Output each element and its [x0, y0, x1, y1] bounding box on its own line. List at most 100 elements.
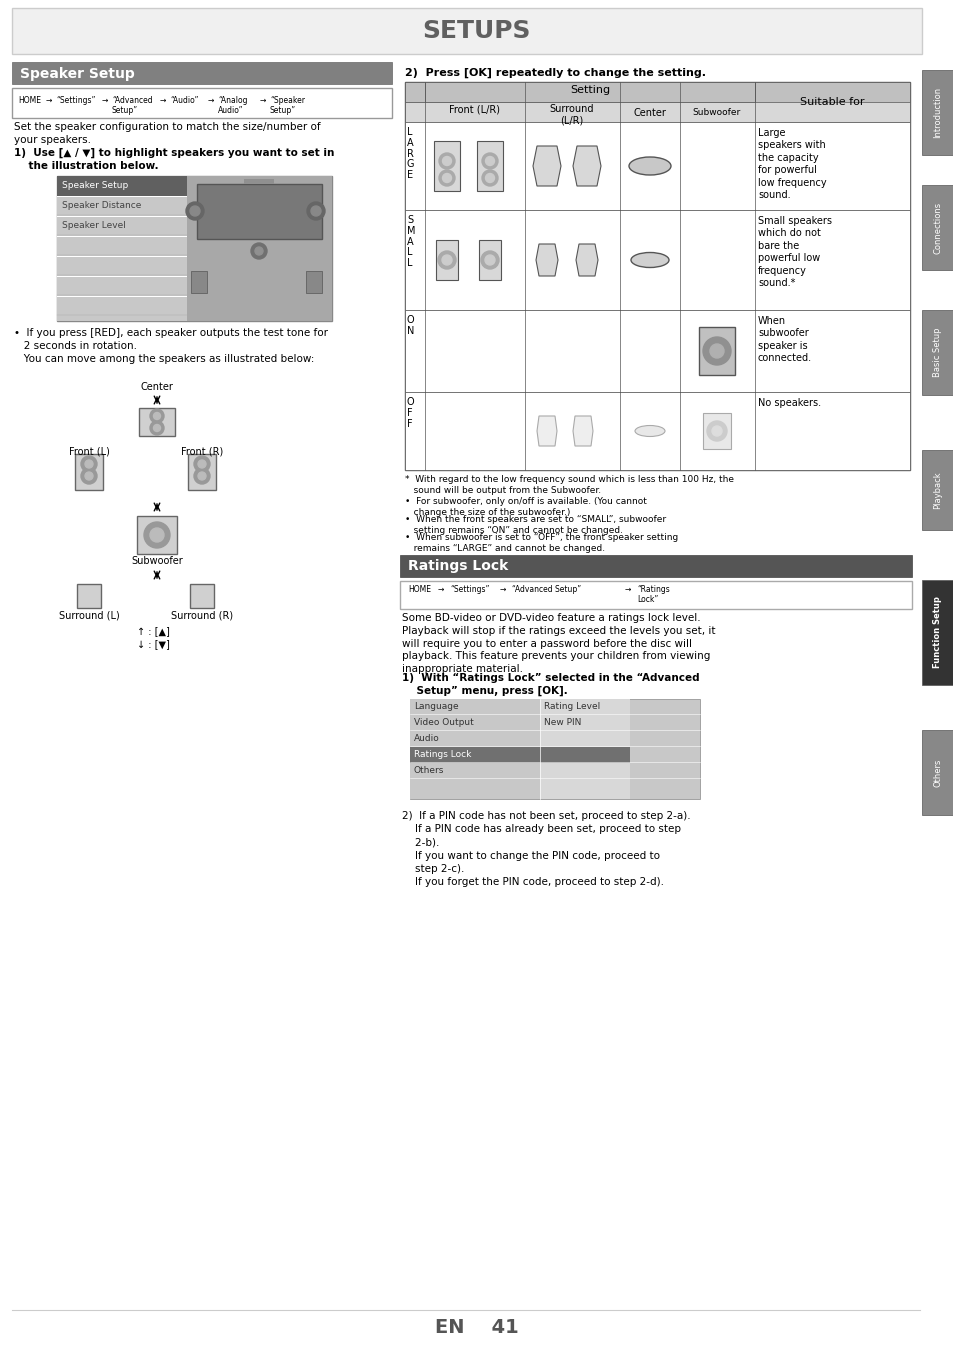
Text: Surround (R): Surround (R): [171, 611, 233, 620]
Text: Surround
(L/R): Surround (L/R): [549, 104, 594, 125]
Text: Front (L/R): Front (L/R): [449, 105, 500, 115]
Text: Subwoofer: Subwoofer: [131, 555, 183, 566]
Text: Some BD-video or DVD-video feature a ratings lock level.
Playback will stop if t: Some BD-video or DVD-video feature a rat…: [401, 613, 715, 674]
Circle shape: [150, 421, 164, 435]
Circle shape: [481, 154, 497, 168]
Text: “Analog
Audio”: “Analog Audio”: [218, 96, 247, 115]
Text: SETUPS: SETUPS: [422, 19, 531, 43]
Bar: [77, 584, 101, 608]
Text: Rating Level: Rating Level: [543, 702, 599, 710]
Text: No speakers.: No speakers.: [758, 398, 821, 408]
Bar: [405, 102, 909, 123]
Text: Speaker Setup: Speaker Setup: [20, 67, 134, 81]
Polygon shape: [576, 244, 598, 276]
Circle shape: [441, 255, 452, 266]
Bar: [410, 700, 700, 799]
Circle shape: [442, 174, 451, 182]
Circle shape: [711, 426, 721, 435]
Text: Center: Center: [140, 381, 173, 392]
Bar: [399, 555, 911, 577]
Text: O
N: O N: [407, 315, 415, 336]
Text: Set the speaker configuration to match the size/number of
your speakers.: Set the speaker configuration to match t…: [14, 123, 320, 146]
Circle shape: [437, 251, 456, 270]
Text: Subwoofer: Subwoofer: [692, 108, 740, 117]
Polygon shape: [573, 417, 593, 446]
Circle shape: [186, 202, 204, 220]
Text: Speaker Distance: Speaker Distance: [62, 201, 141, 210]
Circle shape: [438, 170, 455, 186]
Circle shape: [484, 255, 495, 266]
Bar: [921, 185, 953, 270]
Polygon shape: [533, 146, 560, 186]
Text: HOME: HOME: [18, 96, 41, 105]
Text: →: →: [499, 585, 506, 594]
Text: •  If you press [RED], each speaker outputs the test tone for
   2 seconds in ro: • If you press [RED], each speaker outpu…: [14, 328, 328, 364]
Bar: [405, 123, 909, 210]
Text: O
F
F: O F F: [407, 398, 415, 429]
Circle shape: [85, 460, 92, 468]
Bar: [405, 210, 909, 310]
Text: “Settings”: “Settings”: [450, 585, 489, 594]
Circle shape: [81, 456, 97, 472]
Circle shape: [193, 456, 210, 472]
Bar: [478, 240, 500, 280]
Polygon shape: [536, 244, 558, 276]
Text: •  For subwoofer, only on/off is available. (You cannot
   change the size of th: • For subwoofer, only on/off is availabl…: [405, 497, 646, 518]
Circle shape: [198, 460, 206, 468]
Bar: [196, 183, 322, 239]
Text: Suitable for: Suitable for: [800, 97, 863, 106]
Text: “Advanced Setup”: “Advanced Setup”: [512, 585, 580, 594]
Text: →: →: [160, 96, 166, 105]
Text: •  When the front speakers are set to “SMALL”, subwoofer
   setting remains “ON”: • When the front speakers are set to “SM…: [405, 515, 665, 535]
Text: *  With regard to the low frequency sound which is less than 100 Hz, the
   soun: * With regard to the low frequency sound…: [405, 474, 733, 496]
Polygon shape: [573, 146, 600, 186]
Ellipse shape: [635, 426, 664, 437]
Text: “Advanced
Setup”: “Advanced Setup”: [112, 96, 152, 115]
Bar: [244, 179, 274, 183]
Text: Language: Language: [414, 702, 458, 710]
Text: →: →: [260, 96, 266, 105]
Bar: [12, 8, 921, 54]
Text: ↑ : [▲]: ↑ : [▲]: [137, 625, 170, 636]
Text: When
subwoofer
speaker is
connected.: When subwoofer speaker is connected.: [758, 315, 811, 363]
Circle shape: [251, 243, 267, 259]
Circle shape: [485, 174, 494, 182]
Bar: [921, 580, 953, 685]
Bar: [75, 454, 103, 491]
Text: Small speakers
which do not
bare the
powerful low
frequency
sound.*: Small speakers which do not bare the pow…: [758, 216, 831, 288]
Text: →: →: [46, 96, 52, 105]
Circle shape: [438, 154, 455, 168]
Bar: [476, 142, 502, 191]
Bar: [921, 70, 953, 155]
Circle shape: [193, 468, 210, 484]
Text: Ratings Lock: Ratings Lock: [408, 559, 508, 573]
Circle shape: [81, 468, 97, 484]
Circle shape: [150, 528, 164, 542]
Ellipse shape: [630, 252, 668, 267]
Text: Playback: Playback: [933, 472, 942, 508]
Text: 1)  Use [▲ / ▼] to highlight speakers you want to set in
    the illustration be: 1) Use [▲ / ▼] to highlight speakers you…: [14, 148, 334, 171]
Bar: [405, 310, 909, 392]
Circle shape: [485, 156, 494, 166]
Circle shape: [702, 337, 730, 365]
Bar: [436, 240, 457, 280]
Bar: [57, 177, 187, 321]
Text: Video Output: Video Output: [414, 718, 474, 727]
Bar: [57, 177, 187, 195]
Text: Audio: Audio: [414, 735, 439, 743]
Bar: [921, 450, 953, 530]
Text: Large
speakers with
the capacity
for powerful
low frequency
sound.: Large speakers with the capacity for pow…: [758, 128, 825, 200]
Bar: [399, 581, 911, 609]
Circle shape: [153, 412, 160, 419]
Text: •  When subwoofer is set to “OFF”, the front speaker setting
   remains “LARGE” : • When subwoofer is set to “OFF”, the fr…: [405, 532, 678, 554]
Bar: [921, 731, 953, 816]
Bar: [306, 271, 322, 293]
Circle shape: [706, 421, 726, 441]
Bar: [434, 142, 459, 191]
Circle shape: [480, 251, 498, 270]
Text: “Audio”: “Audio”: [170, 96, 198, 105]
Text: 2)  If a PIN code has not been set, proceed to step 2-a).
    If a PIN code has : 2) If a PIN code has not been set, proce…: [401, 811, 690, 887]
Bar: [139, 408, 174, 435]
Circle shape: [481, 170, 497, 186]
Bar: [424, 82, 754, 102]
